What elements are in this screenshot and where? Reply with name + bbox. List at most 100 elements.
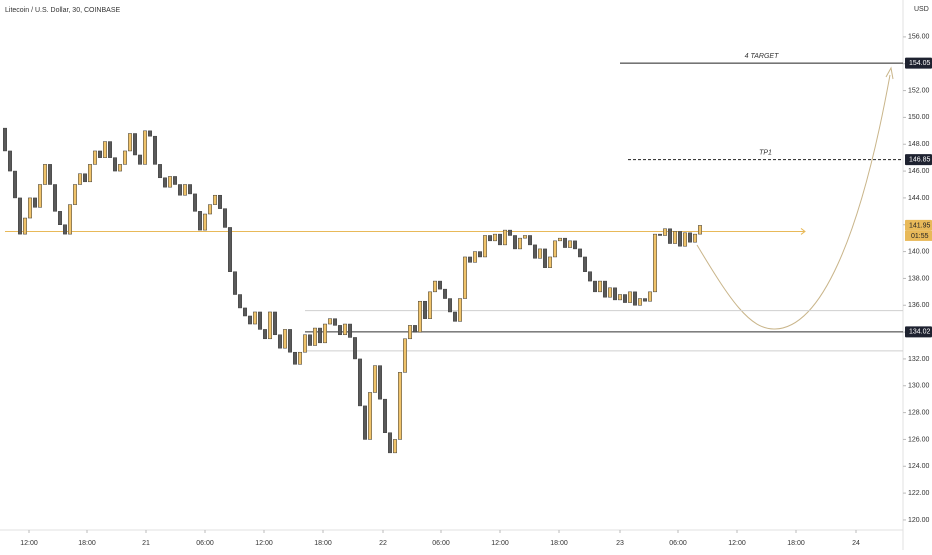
candle-body <box>518 237 522 250</box>
candle-body <box>108 141 112 158</box>
x-tick-label: 06:00 <box>669 540 687 547</box>
candle-body <box>488 235 492 242</box>
candle-body <box>138 154 142 165</box>
candle-body <box>58 211 62 225</box>
candle-body <box>383 398 387 433</box>
candle-body <box>98 150 102 158</box>
candle-body <box>533 244 537 259</box>
candle-body <box>353 337 357 360</box>
candle-body <box>363 405 367 440</box>
y-tick-label: 128.00 <box>908 409 930 416</box>
candle-body <box>193 193 197 212</box>
candle-body <box>658 233 662 236</box>
candle-body <box>283 329 287 349</box>
projection-arrow <box>885 66 894 80</box>
y-tick-label: 138.00 <box>908 275 930 282</box>
price-tag <box>905 57 932 69</box>
candle-body <box>513 235 517 250</box>
x-tick-label: 06:00 <box>196 540 214 547</box>
candle-body <box>538 248 542 259</box>
candle-body <box>203 213 207 231</box>
candle-body <box>3 127 7 152</box>
y-tick-label: 122.00 <box>908 490 930 497</box>
y-tick-label: 148.00 <box>908 141 930 148</box>
x-tick-label: 24 <box>852 540 860 547</box>
candle-body <box>368 392 372 440</box>
candle-body <box>328 318 332 325</box>
candle-body <box>613 287 617 301</box>
candle-body <box>468 256 472 263</box>
candle-body <box>68 204 72 235</box>
y-tick-label: 136.00 <box>908 302 930 309</box>
candle-body <box>398 372 402 440</box>
candle-body <box>113 157 117 172</box>
candle-body <box>503 229 507 246</box>
currency: USD <box>914 6 929 13</box>
candle-body <box>133 133 137 156</box>
candle-body <box>648 291 652 302</box>
candle-body <box>153 135 157 165</box>
candle-body <box>38 184 42 208</box>
y-tick-label: 152.00 <box>908 87 930 94</box>
candle-body <box>268 311 272 340</box>
candle-body <box>293 351 297 365</box>
candle-body <box>448 298 452 313</box>
candle-body <box>413 325 417 333</box>
candle-body <box>308 334 312 346</box>
candle-body <box>378 365 382 400</box>
candle-body <box>73 184 77 205</box>
candle-body <box>573 240 577 250</box>
candle-body <box>403 338 407 373</box>
candle-body <box>473 251 477 263</box>
x-tick-label: 12:00 <box>255 540 273 547</box>
candle-body <box>608 287 612 298</box>
x-tick-label: 18:00 <box>314 540 332 547</box>
candle-body <box>388 432 392 454</box>
candle-body <box>438 280 442 290</box>
candle-body <box>158 164 162 179</box>
x-tick-label: 18:00 <box>78 540 96 547</box>
candle-body <box>298 351 302 365</box>
candle-body <box>128 133 132 152</box>
candle-body <box>598 280 602 293</box>
candle-body <box>423 300 427 319</box>
candle-body <box>183 184 187 196</box>
candle-body <box>88 164 92 183</box>
chart-title: Litecoin / U.S. Dollar, 30, COINBASE <box>5 7 120 14</box>
candle-body <box>553 240 557 258</box>
x-tick-label: 12:00 <box>491 540 509 547</box>
x-tick-label: 23 <box>616 540 624 547</box>
candle-body <box>433 280 437 293</box>
candle-body <box>278 334 282 349</box>
candle-body <box>78 173 82 185</box>
candle-body <box>578 248 582 258</box>
candle-body <box>428 291 432 319</box>
candle-body <box>118 164 122 172</box>
price-tag-label: 141.95 <box>909 222 931 229</box>
candle-body <box>243 307 247 317</box>
candle-body <box>8 150 12 172</box>
x-tick-label: 06:00 <box>432 540 450 547</box>
candle-body <box>668 228 672 244</box>
candle-body <box>258 311 262 330</box>
candle-body <box>618 294 622 301</box>
candle-body <box>48 164 52 185</box>
candle-body <box>543 248 547 268</box>
candle-body <box>333 318 337 326</box>
y-tick-label: 132.00 <box>908 356 930 363</box>
x-tick-label: 18:00 <box>550 540 568 547</box>
price-tag <box>905 219 932 231</box>
candle-body <box>568 240 572 248</box>
candle-body <box>143 130 147 165</box>
candle-body <box>483 235 487 258</box>
y-tick-label: 126.00 <box>908 436 930 443</box>
candle-body <box>443 288 447 299</box>
candle-body <box>693 233 697 243</box>
candle-body <box>558 237 562 242</box>
candle-body <box>63 224 67 235</box>
target-label: TP1 <box>759 150 772 157</box>
candle-body <box>548 256 552 268</box>
x-tick-label: 12:00 <box>728 540 746 547</box>
candle-body <box>33 197 37 208</box>
candle-body <box>323 323 327 344</box>
